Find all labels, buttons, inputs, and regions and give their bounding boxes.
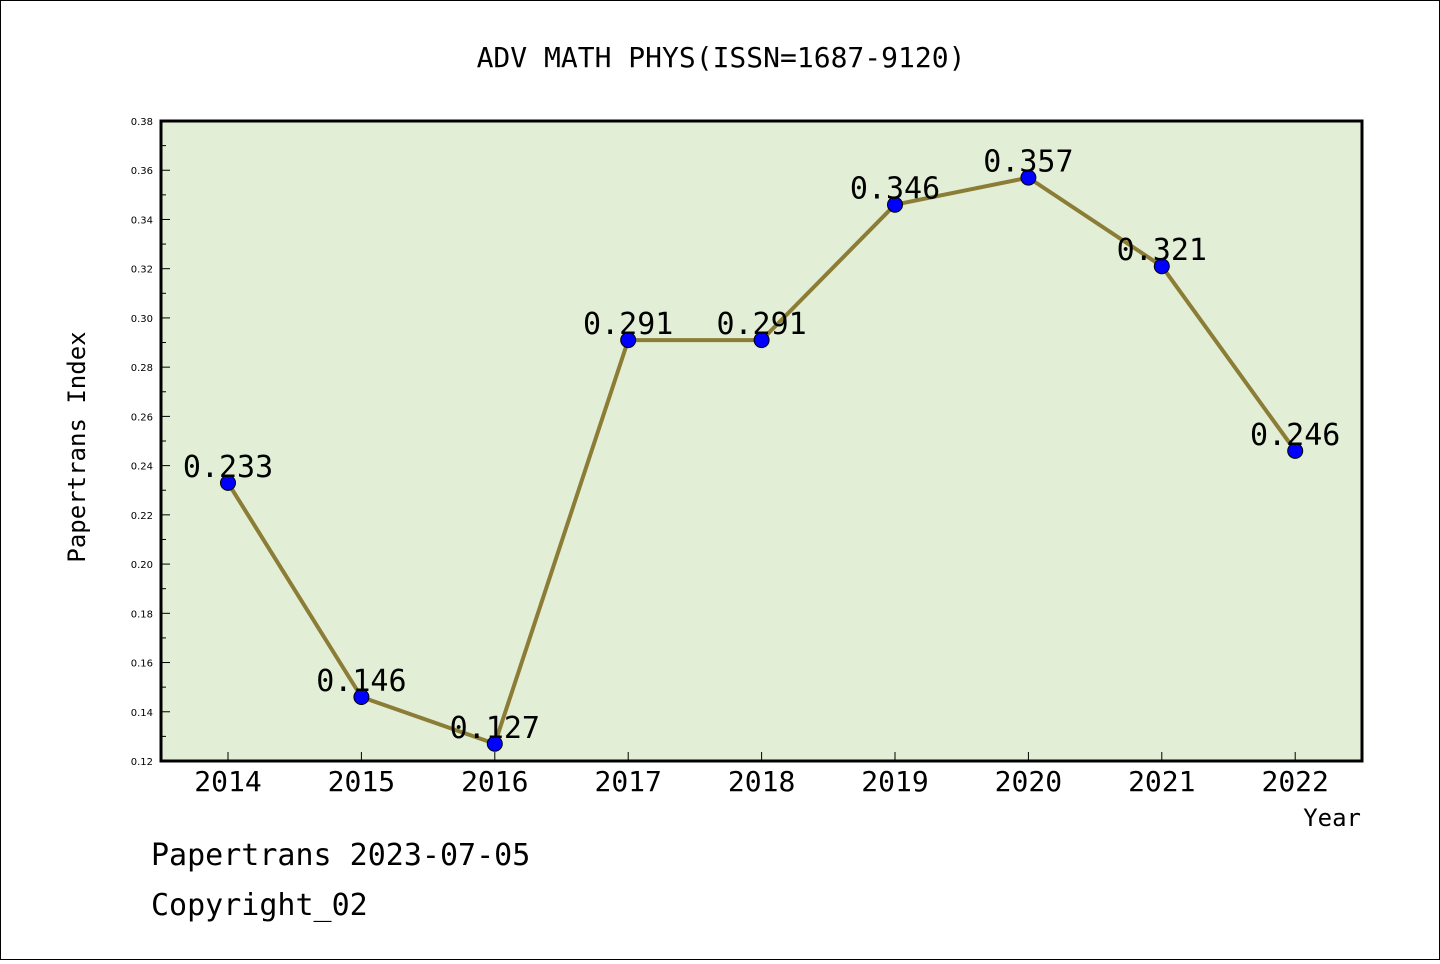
y-tick-label: 0.34 bbox=[131, 215, 153, 226]
y-tick-label: 0.16 bbox=[131, 659, 153, 670]
data-point-marker bbox=[620, 332, 637, 349]
x-tick-label: 2020 bbox=[995, 765, 1062, 798]
footer-date: Papertrans 2023-07-05 bbox=[151, 838, 530, 873]
y-tick-label: 0.12 bbox=[131, 757, 153, 768]
data-point-marker bbox=[1287, 442, 1304, 459]
data-point-marker bbox=[1153, 258, 1170, 275]
data-point-marker bbox=[353, 689, 370, 705]
y-tick-label: 0.38 bbox=[131, 117, 153, 128]
y-axis-ticks: 0.12 0.14 0.16 0.18 0.20 0.22 0.24 0.26 0.28 0.30… bbox=[131, 117, 170, 768]
y-axis-label: Papertrans Index bbox=[63, 331, 91, 562]
data-point-marker bbox=[220, 474, 236, 491]
footer-copyright: Copyright_02 bbox=[151, 888, 368, 923]
x-tick-label: 2021 bbox=[1128, 765, 1195, 798]
y-tick-label: 0.20 bbox=[131, 560, 153, 571]
data-point-marker bbox=[1020, 169, 1037, 186]
y-tick-label: 0.22 bbox=[131, 511, 153, 522]
data-label: 0.246 bbox=[1250, 418, 1340, 453]
y-tick-label: 0.28 bbox=[131, 363, 153, 374]
data-label: 0.291 bbox=[716, 307, 806, 342]
data-label: 0.346 bbox=[850, 172, 940, 207]
data-point-marker bbox=[753, 332, 770, 349]
y-tick-label: 0.24 bbox=[131, 462, 153, 473]
data-label: 0.321 bbox=[1117, 233, 1207, 268]
data-label: 0.357 bbox=[983, 145, 1073, 180]
data-point-marker bbox=[887, 196, 903, 213]
plot-area bbox=[159, 119, 1364, 763]
y-tick-label: 0.18 bbox=[131, 609, 153, 620]
series-markers bbox=[220, 169, 1304, 752]
x-tick-label: 2016 bbox=[461, 765, 528, 798]
y-tick-label: 0.36 bbox=[131, 166, 153, 177]
data-label: 0.291 bbox=[583, 307, 673, 342]
x-tick-label: 2022 bbox=[1261, 765, 1328, 798]
x-tick-label: 2014 bbox=[194, 765, 261, 798]
data-label: 0.146 bbox=[316, 664, 406, 699]
data-label: 0.127 bbox=[450, 711, 540, 746]
data-label: 0.233 bbox=[183, 450, 273, 485]
x-tick-label: 2017 bbox=[594, 765, 661, 798]
data-labels: 0.233 0.146 0.127 0.291 0.291 0.346 0.357 0.321… bbox=[183, 145, 1341, 746]
chart-title: ADV MATH PHYS(ISSN=1687-9120) bbox=[477, 41, 966, 74]
y-tick-label: 0.32 bbox=[131, 265, 153, 276]
x-tick-label: 2019 bbox=[861, 765, 928, 798]
x-tick-label: 2018 bbox=[728, 765, 795, 798]
x-axis-ticks: 2014 2015 2016 2017 2018 2019 2020 2021 2022 bbox=[194, 752, 1329, 798]
data-point-marker bbox=[486, 735, 503, 752]
x-axis-label: Year bbox=[1303, 804, 1361, 832]
y-tick-label: 0.14 bbox=[131, 708, 153, 719]
x-tick-label: 2015 bbox=[328, 765, 395, 798]
y-tick-label: 0.30 bbox=[131, 314, 153, 325]
y-tick-label: 0.26 bbox=[131, 412, 153, 423]
